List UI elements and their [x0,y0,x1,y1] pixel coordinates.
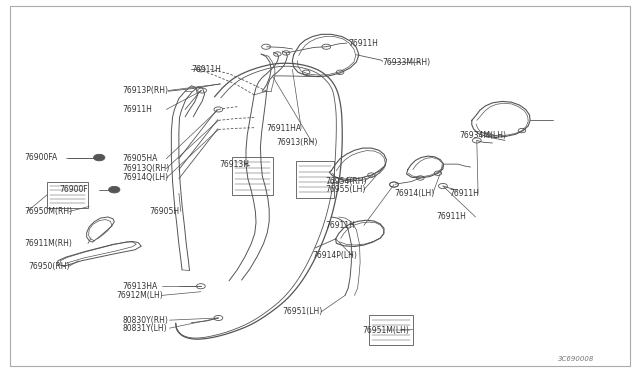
Bar [369,315,413,344]
Text: 76914Q(LH): 76914Q(LH) [122,173,168,183]
Text: 76950(RH): 76950(RH) [28,262,70,271]
Text: 76911H: 76911H [191,65,221,74]
Text: 80830Y(RH): 80830Y(RH) [122,316,168,325]
Text: 76951M(LH): 76951M(LH) [363,326,410,334]
Text: 76950M(RH): 76950M(RH) [24,207,72,216]
Text: 76954(RH): 76954(RH) [325,177,367,186]
Bar [47,182,88,208]
Text: 76911H: 76911H [348,39,378,48]
Circle shape [93,154,105,161]
Text: 80831Y(LH): 80831Y(LH) [122,324,167,333]
Text: 76911H: 76911H [325,221,355,230]
Text: 76905H: 76905H [149,207,180,216]
Bar [232,157,273,195]
Text: 3C690008: 3C690008 [558,356,595,362]
Bar [296,161,334,198]
Text: 76900FA: 76900FA [24,153,57,162]
Text: 76912M(LH): 76912M(LH) [116,291,163,300]
Text: 76911M(RH): 76911M(RH) [24,239,72,248]
Text: 76914(LH): 76914(LH) [394,189,435,198]
Text: 76900F: 76900F [60,185,88,194]
Text: 76933M(RH): 76933M(RH) [383,58,431,67]
Text: 76911HA: 76911HA [267,124,302,133]
Text: 76911H: 76911H [436,212,466,221]
Text: 76913Q(RH): 76913Q(RH) [122,164,170,173]
Text: 76955(LH): 76955(LH) [325,185,365,194]
Text: 76934M(LH): 76934M(LH) [460,131,506,140]
Circle shape [109,186,120,193]
Text: 76951(LH): 76951(LH) [282,307,323,316]
Text: 76913P(RH): 76913P(RH) [122,86,168,95]
Text: 76913HA: 76913HA [122,282,157,291]
Text: 76913H: 76913H [220,160,250,169]
Text: 76913(RH): 76913(RH) [276,138,317,147]
Text: 76911H: 76911H [122,105,152,114]
Text: 76905HA: 76905HA [122,154,158,163]
Text: 76914P(LH): 76914P(LH) [312,251,357,260]
Text: 76911H: 76911H [449,189,479,198]
